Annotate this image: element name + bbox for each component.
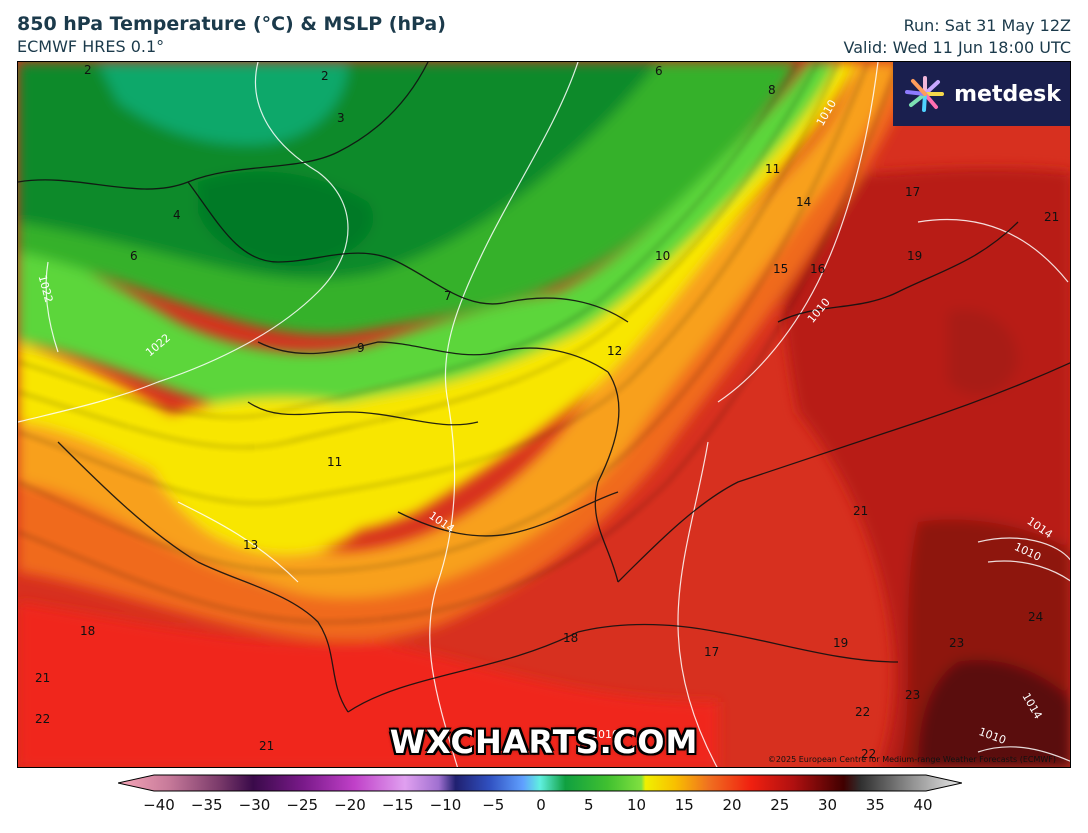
temp-label: 21: [853, 504, 868, 518]
temp-label: 19: [907, 249, 922, 263]
logo-text: metdesk: [954, 81, 1061, 107]
colorbar-tick-label: −25: [286, 796, 319, 814]
temp-label: 11: [765, 162, 780, 176]
colorbar-tick-label: 30: [817, 796, 838, 814]
temp-label: 23: [905, 688, 920, 702]
colorbar-tick-label: 25: [770, 796, 790, 814]
temp-label: 14: [796, 195, 811, 209]
colorbar-tick-label: −30: [238, 796, 271, 814]
temp-label: 10: [655, 249, 670, 263]
temp-label: 15: [773, 262, 788, 276]
temp-label: 7: [444, 289, 452, 303]
weather-map[interactable]: 2 2 3 4 6 6 8 7 9 10 11 14 15 16 17 19 2…: [17, 61, 1071, 768]
colorbar-tick-label: −40: [143, 796, 175, 814]
temp-label: 23: [949, 636, 964, 650]
valid-time: Valid: Wed 11 Jun 18:00 UTC: [843, 38, 1071, 57]
temp-label: 21: [1044, 210, 1059, 224]
map-title: 850 hPa Temperature (°C) & MSLP (hPa): [17, 13, 446, 35]
colorbar-tick-label: −20: [334, 796, 366, 814]
temp-label: 22: [855, 705, 870, 719]
temp-label: 13: [243, 538, 258, 552]
colorbar-tick-label: −15: [381, 796, 414, 814]
temp-label: 2: [84, 63, 92, 77]
temp-label: 2: [321, 69, 329, 83]
temp-label: 8: [768, 83, 776, 97]
metdesk-logo: metdesk: [893, 62, 1070, 126]
temp-label: 22: [35, 712, 50, 726]
temp-label: 18: [80, 624, 95, 638]
header-left: 850 hPa Temperature (°C) & MSLP (hPa) EC…: [17, 12, 446, 58]
watermark: WXCHARTS.COM: [389, 723, 699, 761]
colorbar-tick-label: 10: [626, 796, 647, 814]
temp-label: 6: [655, 64, 663, 78]
colorbar-tick-label: 0: [536, 796, 546, 814]
colorbar-tick-label: −10: [429, 796, 462, 814]
colorbar-ticks: −40 −35 −30 −25 −20 −15 −10 −5 0 5 10 15 20 25 30 35 40: [0, 796, 1088, 816]
temp-label: 12: [607, 344, 622, 358]
temp-label: 4: [173, 208, 181, 222]
temp-label: 9: [357, 341, 365, 355]
temp-label: 24: [1028, 610, 1043, 624]
model-name: ECMWF HRES 0.1°: [17, 37, 165, 56]
temp-label: 16: [810, 262, 825, 276]
colorbar: [118, 774, 962, 792]
temp-label: 11: [327, 455, 342, 469]
colorbar-tick-label: −5: [482, 796, 505, 814]
temp-label: 17: [704, 645, 719, 659]
header-right: Run: Sat 31 May 12Z Valid: Wed 11 Jun 18…: [844, 15, 1071, 59]
flower-icon: [905, 76, 945, 112]
temp-label: 21: [35, 671, 50, 685]
copyright: ©2025 European Centre for Medium-range W…: [767, 755, 1056, 764]
pressure-label: 1010: [591, 728, 619, 741]
temp-label: 19: [833, 636, 848, 650]
temp-label: 3: [337, 111, 345, 125]
temp-label: 22: [861, 747, 876, 761]
colorbar-tick-label: 20: [722, 796, 742, 814]
colorbar-tick-label: 15: [674, 796, 694, 814]
temp-label: 21: [259, 739, 274, 753]
colorbar-tick-label: −35: [190, 796, 223, 814]
temp-label: 18: [563, 631, 578, 645]
colorbar-tick-label: 40: [913, 796, 933, 814]
temp-label: 17: [905, 185, 920, 199]
run-time: Run: Sat 31 May 12Z: [903, 16, 1071, 35]
colorbar-tick-label: 5: [583, 796, 594, 814]
temp-label: 6: [130, 249, 138, 263]
temperature-field: 2 2 3 4 6 6 8 7 9 10 11 14 15 16 17 19 2…: [18, 62, 1070, 767]
colorbar-tick-label: 35: [865, 796, 885, 814]
